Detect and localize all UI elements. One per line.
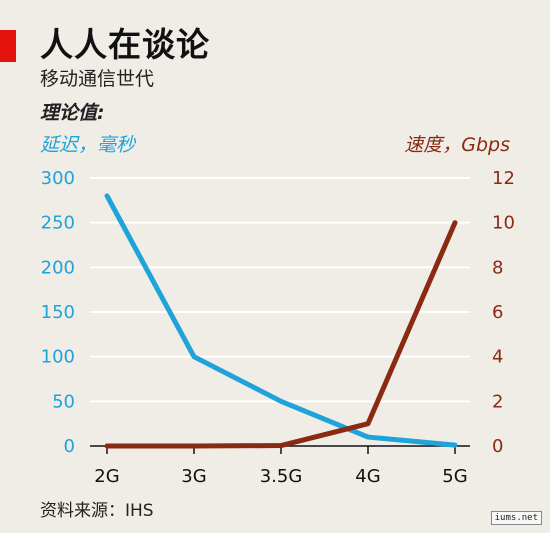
brand-red-bar — [0, 30, 16, 62]
left-axis-label: 延迟，毫秒 — [40, 134, 136, 156]
source-note: 资料来源：IHS — [40, 501, 154, 521]
x-tick-label: 3.5G — [260, 466, 303, 487]
left-tick-label: 50 — [52, 391, 75, 412]
right-tick-label: 0 — [492, 436, 503, 457]
chart-title: 人人在谈论 — [40, 25, 210, 64]
latency-series-line — [104, 193, 458, 448]
left-tick-label: 100 — [41, 347, 75, 368]
x-tick-label: 2G — [94, 466, 119, 487]
right-axis-label: 速度，Gbps — [404, 134, 510, 156]
right-tick-label: 6 — [492, 302, 503, 323]
x-tick-label: 5G — [442, 466, 467, 487]
left-tick-label: 250 — [41, 213, 75, 234]
right-tick-label: 12 — [492, 168, 515, 189]
right-tick-label: 10 — [492, 213, 515, 234]
right-tick-label: 8 — [492, 257, 503, 278]
speed-series-line — [104, 220, 458, 449]
left-tick-label: 150 — [41, 302, 75, 323]
right-tick-label: 2 — [492, 391, 503, 412]
watermark: iums.net — [490, 511, 542, 525]
chart-subtitle: 移动通信世代 — [40, 68, 155, 90]
chart-note: 理论值: — [40, 102, 105, 124]
x-tick-label: 3G — [181, 466, 206, 487]
right-tick-label: 4 — [492, 347, 503, 368]
left-tick-label: 300 — [41, 168, 75, 189]
x-tick-label: 4G — [355, 466, 380, 487]
left-tick-label: 200 — [41, 257, 75, 278]
left-tick-label: 0 — [64, 436, 75, 457]
